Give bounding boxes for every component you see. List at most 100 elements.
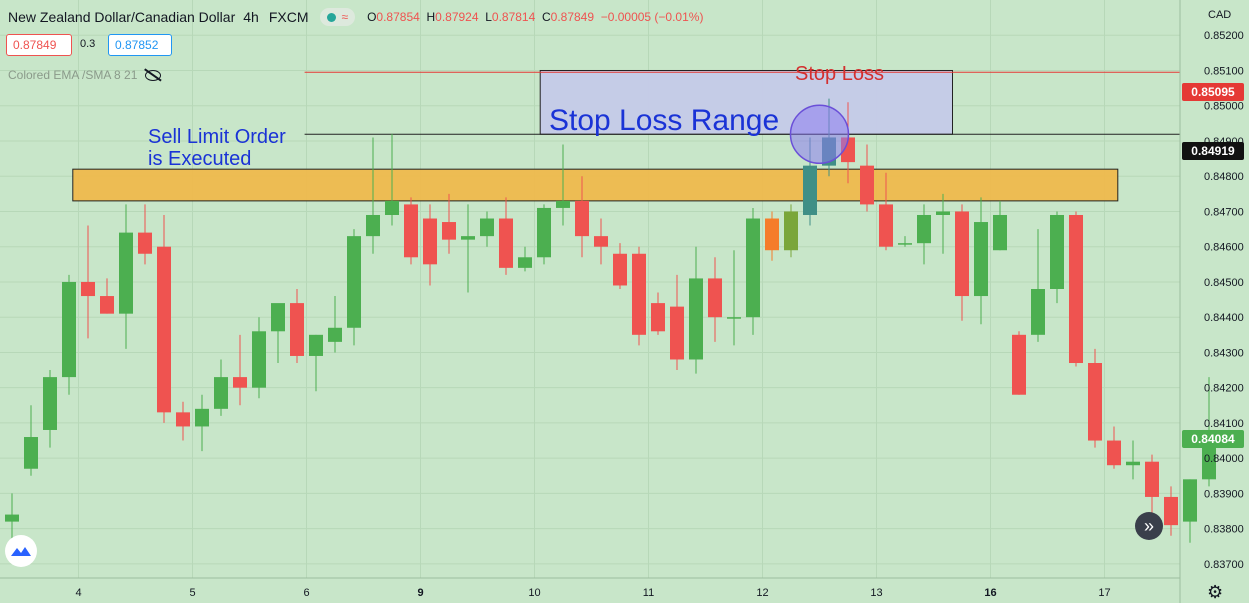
candle-body [727,317,741,319]
candle-body [328,327,342,342]
entry-marker [789,104,850,165]
candle-body [765,218,779,251]
candlestick-series [5,98,1216,547]
candle-body [480,218,494,237]
candle-body [423,218,437,265]
candle-body [993,214,1007,251]
price-tick-label: 0.84100 [1204,418,1244,430]
candle-body [632,253,646,335]
eye-crossed-icon[interactable] [145,69,162,81]
candle-body [24,437,38,469]
candle-body [290,303,304,356]
price-tick-label: 0.84300 [1204,347,1244,359]
candle-body [214,377,228,409]
candle-body [499,218,513,268]
candle-body [119,232,133,314]
indicator-label: Colored EMA /SMA 8 21 [8,68,138,82]
candle-body [594,236,608,247]
last-price-label: 0.84084 [1182,430,1244,448]
entry-price-label: 0.84919 [1182,142,1244,160]
high-value: 0.87924 [435,10,479,24]
candle-body [5,514,19,522]
candle-body [62,281,76,378]
candle-body [347,236,361,328]
price-axis: 0.852000.851000.850000.849000.848000.847… [1179,0,1244,603]
sell-button[interactable]: 0.87849 [6,34,72,56]
price-tick-label: 0.84400 [1204,312,1244,324]
time-tick-label: 12 [756,587,768,599]
candle-body [974,222,988,297]
ohlc-values: O0.87854 H0.87924 L0.87814 C0.87849 −0.0… [367,10,704,24]
candle-body [955,211,969,297]
candle-body [366,214,380,237]
chart-levels [304,71,1180,135]
candle-body [1183,479,1197,522]
market-status-icon [327,12,337,22]
chart-zones [72,69,1119,202]
sell-limit-line1: Sell Limit Order [148,126,286,148]
symbol-name[interactable]: New Zealand Dollar/Canadian Dollar [8,9,236,25]
candle-body [860,165,874,205]
candle-body [1050,214,1064,289]
price-tick-label: 0.84800 [1204,171,1244,183]
buy-button[interactable]: 0.87852 [108,34,172,56]
candle-body [936,211,950,215]
candle-body [1107,440,1121,466]
time-tick-label: 6 [303,587,309,599]
candle-body [442,222,456,240]
timeframe-label[interactable]: 4h [243,9,259,25]
open-value: 0.87854 [376,10,420,24]
candle-body [100,296,114,314]
time-axis: 4 5 6 9 10 11 12 13 16 17 [0,577,1180,599]
chevron-double-right-icon[interactable]: » [1135,512,1163,540]
candle-body [138,232,152,254]
source-label: FXCM [268,9,309,25]
stop-loss-range-annotation: Stop Loss Range [549,104,780,137]
candle-body [252,331,266,388]
tradingview-logo-icon[interactable] [5,535,37,567]
time-tick-label: 4 [75,587,81,599]
wave-icon: ≈ [341,10,349,24]
price-tick-label: 0.83900 [1204,488,1244,500]
candle-body [556,200,570,208]
currency-label[interactable]: CAD [1206,9,1234,21]
price-tick-label: 0.85100 [1204,65,1244,77]
time-tick-label: 5 [189,587,195,599]
entry-marker-circle [789,104,850,165]
stop-loss-annotation: Stop Loss [795,63,884,85]
time-tick-label: 13 [870,587,882,599]
price-tick-label: 0.84000 [1204,453,1244,465]
candle-body [1164,496,1178,526]
candle-body [157,246,171,413]
price-tick-label: 0.84600 [1204,242,1244,254]
gear-icon[interactable]: ⚙ [1207,582,1224,602]
candle-body [385,200,399,215]
candle-body [1145,461,1159,497]
candle-body [879,204,893,247]
price-tick-label: 0.84500 [1204,277,1244,289]
price-tick-label: 0.84200 [1204,383,1244,395]
sell-limit-line2: is Executed [148,148,252,170]
candle-body [81,281,95,297]
low-value: 0.87814 [491,10,536,24]
candle-body [1126,461,1140,466]
resistance-zone [72,168,1119,202]
price-tick-label: 0.85200 [1204,30,1244,42]
candle-body [518,257,532,268]
candle-body [1088,363,1102,441]
time-tick-label: 17 [1098,587,1110,599]
price-tick-label: 0.83700 [1204,559,1244,571]
candle-body [708,278,722,318]
candle-body [1012,334,1026,395]
status-pill[interactable]: ≈ [320,8,356,26]
indicator-legend[interactable]: Colored EMA /SMA 8 21 [8,68,162,82]
price-tick-label: 0.83800 [1204,524,1244,536]
symbol-header: New Zealand Dollar/Canadian Dollar 4h FX… [8,6,703,28]
candle-body [195,408,209,427]
candle-body [461,236,475,240]
time-tick-label: 9 [417,587,423,599]
close-value: 0.87849 [550,10,595,24]
candle-body [404,204,418,258]
candle-body [689,278,703,360]
